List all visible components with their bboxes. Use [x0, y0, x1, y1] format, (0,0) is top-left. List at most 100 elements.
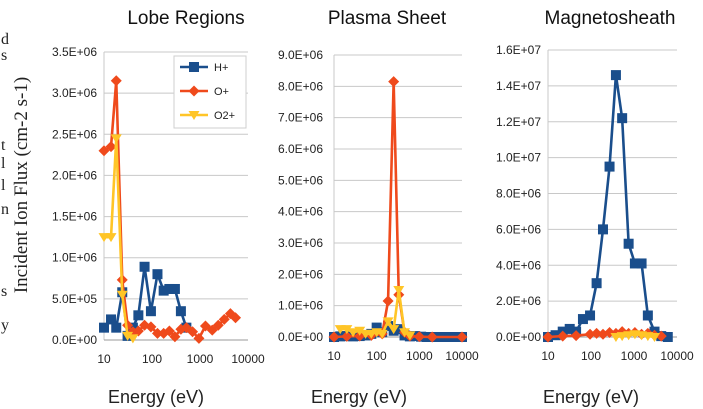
data-point: [145, 306, 156, 317]
data-point: [610, 70, 621, 81]
data-point: [139, 261, 150, 272]
data-point: [404, 331, 416, 341]
data-point: [376, 329, 388, 339]
x-axis-label: Energy (eV): [543, 387, 639, 407]
data-point: [629, 258, 640, 269]
data-point: [230, 312, 242, 324]
data-point: [371, 322, 382, 333]
data-point: [110, 75, 122, 87]
data-point: [127, 334, 139, 344]
data-point: [132, 325, 144, 337]
data-point: [570, 330, 582, 342]
data-point: [623, 238, 634, 249]
chart-panels: Lobe Regions 0.0E+00 5.0E+05 1.0E+06 1.5E+06…: [52, 8, 694, 407]
data-point: [426, 331, 438, 343]
data-point: [106, 314, 117, 325]
chart-title: Lobe Regions: [127, 8, 244, 29]
x-tick-label: 10000: [231, 352, 265, 366]
chart-panel: Magnetosheath 0.0E+00 2.0E+06 4.0E+06 6.0E+0…: [496, 8, 694, 407]
data-point: [212, 319, 224, 331]
edge-text-fragment: s: [1, 283, 7, 300]
data-point: [116, 290, 128, 300]
data-point: [218, 313, 230, 325]
y-tick-label: 0.0E+00: [52, 333, 97, 347]
data-point: [557, 330, 569, 342]
data-point: [341, 330, 353, 342]
chart-title: Plasma Sheet: [328, 8, 447, 29]
data-point: [105, 141, 117, 153]
data-point: [341, 325, 353, 335]
x-tick-label: 10: [327, 349, 341, 363]
y-tick-label: 4.0E+06: [496, 258, 541, 272]
data-point: [388, 76, 400, 88]
legend-marker: [188, 111, 200, 120]
data-point: [187, 326, 199, 338]
data-point: [354, 326, 366, 336]
y-tick-label: 2.5E+06: [52, 127, 97, 141]
data-point: [158, 285, 169, 296]
x-tick-label: 1000: [187, 352, 214, 366]
data-point: [550, 330, 561, 341]
data-point: [591, 278, 602, 289]
data-point: [636, 258, 647, 269]
legend-label: H+: [214, 62, 228, 74]
y-tick-label: 1.0E+07: [496, 151, 541, 165]
y-tick-label: 5.0E+05: [52, 292, 97, 306]
legend: H+ O+ O2+: [173, 55, 247, 129]
x-tick-label: 10: [541, 349, 555, 363]
y-tick-label: 1.0E+06: [52, 251, 97, 265]
y-tick-label: 3.5E+06: [52, 45, 97, 59]
x-tick-label: 1000: [406, 349, 433, 363]
data-point: [388, 325, 400, 335]
y-tick-label: 8.0E+06: [496, 187, 541, 201]
y-tick-label: 1.2E+07: [496, 115, 541, 129]
edge-text-fragment: l: [1, 177, 6, 194]
data-point: [413, 331, 425, 343]
x-tick-label: 10000: [445, 349, 479, 363]
data-point: [382, 295, 394, 307]
edge-text-fragment: s: [1, 47, 7, 64]
data-point: [616, 332, 628, 342]
data-point: [328, 331, 340, 343]
data-point: [597, 224, 608, 235]
data-point: [393, 286, 405, 295]
x-tick-label: 10: [97, 352, 111, 366]
data-point: [163, 325, 175, 337]
data-point: [133, 310, 144, 321]
legend-label: O2+: [214, 110, 235, 122]
data-point: [542, 331, 554, 343]
data-point: [110, 134, 122, 144]
chart-panel: Lobe Regions 0.0E+00 5.0E+05 1.0E+06 1.5E+06…: [52, 8, 265, 407]
legend-marker: [188, 85, 200, 97]
y-tick-label: 1.5E+06: [52, 210, 97, 224]
data-point: [175, 306, 186, 317]
data-point: [649, 333, 661, 342]
data-point: [98, 233, 110, 243]
x-tick-label: 100: [367, 349, 387, 363]
y-tick-label: 0.0E+00: [496, 330, 541, 344]
edge-text-fragment: n: [1, 201, 9, 218]
data-point: [585, 310, 596, 321]
data-point: [122, 331, 134, 341]
y-tick-label: 8.0E+06: [278, 79, 323, 93]
y-tick-label: 3.0E+06: [52, 86, 97, 100]
y-tick-label: 3.0E+06: [278, 236, 323, 250]
y-tick-label: 1.6E+07: [496, 43, 541, 57]
data-point: [111, 322, 122, 333]
data-point: [151, 327, 163, 339]
edge-text-fragment: t: [1, 137, 6, 154]
data-point: [642, 310, 653, 321]
y-tick-label: 6.0E+06: [278, 142, 323, 156]
y-tick-label: 4.0E+06: [278, 205, 323, 219]
data-point: [577, 314, 588, 325]
chart-panel: Plasma Sheet 0.0E+00 1.0E+06 2.0E+06 3.0E+06…: [278, 8, 479, 407]
y-tick-label: 0.0E+00: [278, 330, 323, 344]
data-point: [99, 322, 109, 333]
edge-text-fragment: y: [1, 317, 9, 334]
y-tick-label: 5.0E+06: [278, 173, 323, 187]
data-point: [169, 283, 180, 294]
data-point: [662, 332, 673, 342]
x-axis-label: Energy (eV): [311, 387, 407, 407]
